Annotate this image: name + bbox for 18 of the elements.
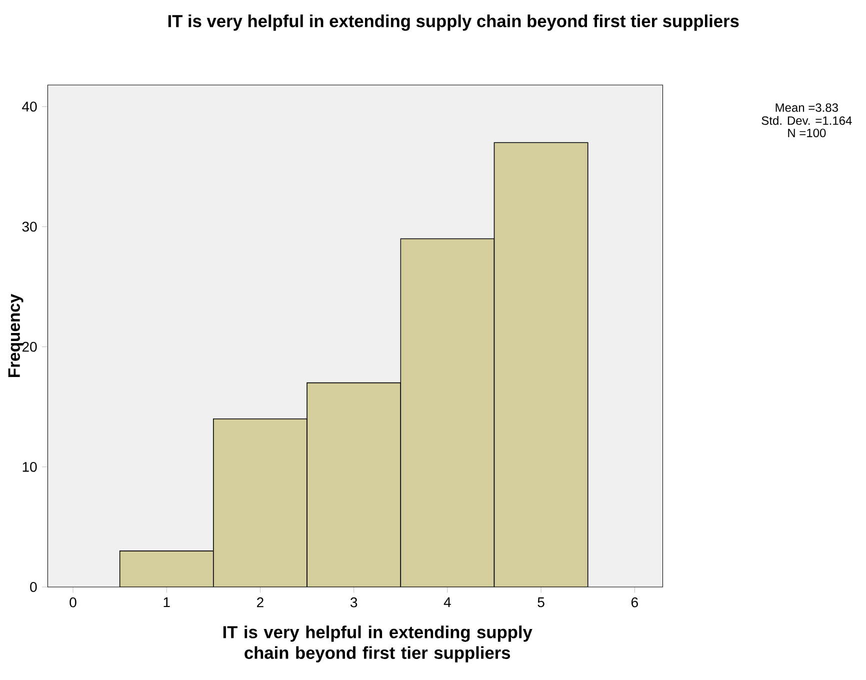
y-tick-label: 40 — [22, 102, 37, 112]
x-tick-label: 5 — [538, 597, 544, 608]
x-tick-label: 6 — [631, 597, 638, 608]
x-tick-label: 3 — [350, 597, 358, 608]
y-tick-label: 30 — [22, 222, 37, 232]
y-tick-label: 20 — [22, 342, 37, 352]
x-tick-label: 4 — [444, 597, 451, 608]
y-tick-label: 0 — [30, 582, 37, 592]
x-tick-label: 2 — [257, 597, 264, 608]
chart-title: IT is very helpful in extending supply chain beyond first tier suppliers — [168, 14, 739, 31]
x-axis-title: IT is very helpful in extending supply chain beyond first tier suppliers — [223, 626, 532, 662]
x-tick-label: 1 — [164, 597, 170, 608]
y-axis-title: Frequency — [8, 294, 24, 378]
text: N =100 — [788, 128, 826, 138]
text: Mean =3.83 — [776, 103, 838, 112]
text: Std. Dev. =1.164 — [762, 116, 852, 125]
y-tick-label: 10 — [22, 462, 37, 472]
x-tick-label: 0 — [70, 597, 76, 608]
